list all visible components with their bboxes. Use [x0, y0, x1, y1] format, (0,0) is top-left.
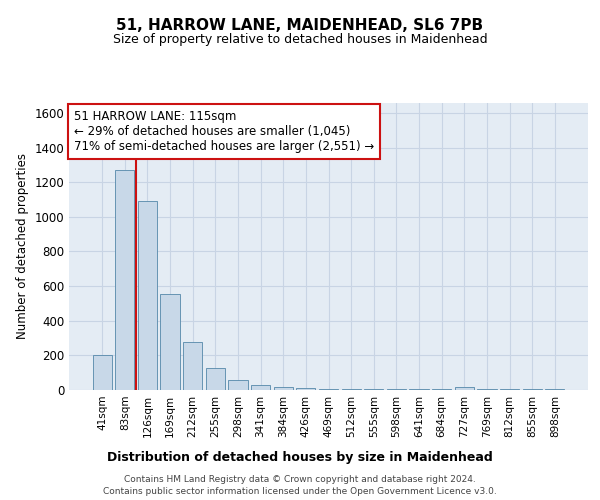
Bar — [115, 170, 134, 390]
Bar — [341, 388, 361, 390]
Bar — [206, 368, 225, 390]
Bar — [183, 342, 202, 390]
Text: Contains HM Land Registry data © Crown copyright and database right 2024.: Contains HM Land Registry data © Crown c… — [124, 476, 476, 484]
Text: Distribution of detached houses by size in Maidenhead: Distribution of detached houses by size … — [107, 451, 493, 464]
Bar — [296, 388, 316, 390]
Text: 51 HARROW LANE: 115sqm
← 29% of detached houses are smaller (1,045)
71% of semi-: 51 HARROW LANE: 115sqm ← 29% of detached… — [74, 110, 374, 152]
Y-axis label: Number of detached properties: Number of detached properties — [16, 153, 29, 340]
Text: 51, HARROW LANE, MAIDENHEAD, SL6 7PB: 51, HARROW LANE, MAIDENHEAD, SL6 7PB — [116, 18, 484, 32]
Bar — [455, 386, 474, 390]
Bar — [364, 388, 383, 390]
Text: Contains public sector information licensed under the Open Government Licence v3: Contains public sector information licen… — [103, 486, 497, 496]
Bar — [138, 201, 157, 390]
Bar — [274, 386, 293, 390]
Bar — [319, 388, 338, 390]
Bar — [160, 294, 180, 390]
Bar — [251, 385, 270, 390]
Bar — [92, 356, 112, 390]
Bar — [229, 380, 248, 390]
Text: Size of property relative to detached houses in Maidenhead: Size of property relative to detached ho… — [113, 32, 487, 46]
